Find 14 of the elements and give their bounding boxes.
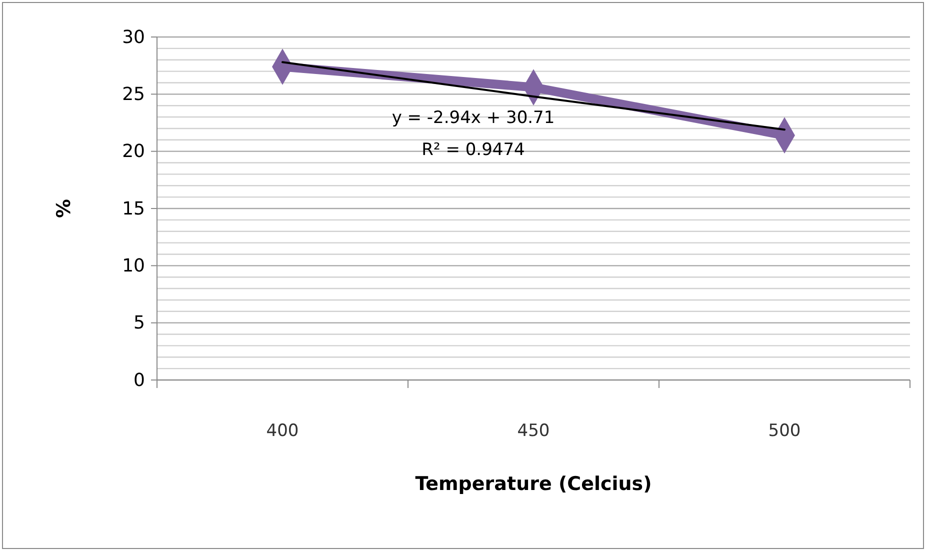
x-axis-title: Temperature (Celcius) [415,473,652,495]
y-tick-label: 0 [134,370,145,391]
y-tick-label: 25 [122,84,145,105]
annotation: R² = 0.9474 [422,140,525,160]
x-tick-label: 500 [768,421,801,441]
y-axis-title: % [53,198,75,218]
annotation: y = -2.94x + 30.71 [392,108,555,128]
y-tick-label: 15 [122,198,145,220]
x-tick-label: 400 [266,421,299,441]
x-tick-label: 450 [517,421,550,441]
y-tick-label: 5 [134,312,145,334]
y-tick-label: 10 [122,255,145,276]
y-tick-label: 30 [122,26,145,48]
y-tick-label: 20 [122,141,145,162]
